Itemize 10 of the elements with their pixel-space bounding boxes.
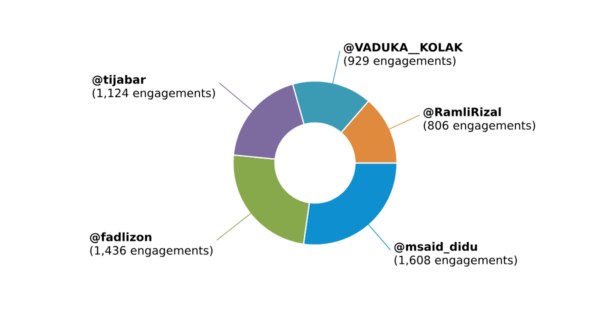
slice-label: @RamliRizal — [424, 107, 501, 118]
data-label: (1,124 engagements) — [92, 88, 215, 100]
data-label: (1,436 engagements) — [90, 246, 213, 257]
data-label: (1,608 engagements) — [394, 255, 517, 267]
slice-label: @tijabar — [92, 74, 146, 86]
slice-label: @VADUKA__KOLAK — [344, 42, 464, 54]
slice-label: @msaid_didu — [394, 242, 477, 254]
data-label: (806 engagements) — [424, 120, 536, 132]
data-label: (929 engagements) — [344, 56, 456, 68]
slice-label: @fadlizon — [90, 232, 152, 244]
